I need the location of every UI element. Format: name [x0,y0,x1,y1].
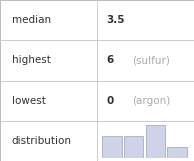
Bar [124,136,143,158]
Bar [102,136,122,158]
Text: highest: highest [12,55,50,65]
Text: median: median [12,15,51,25]
Text: 0: 0 [107,96,114,106]
Bar [146,125,165,158]
Text: lowest: lowest [12,96,46,106]
Text: distribution: distribution [12,136,72,146]
Text: 3.5: 3.5 [107,15,125,25]
Text: (sulfur): (sulfur) [132,55,170,65]
Bar [167,147,187,158]
Text: (argon): (argon) [132,96,170,106]
Text: 6: 6 [107,55,114,65]
